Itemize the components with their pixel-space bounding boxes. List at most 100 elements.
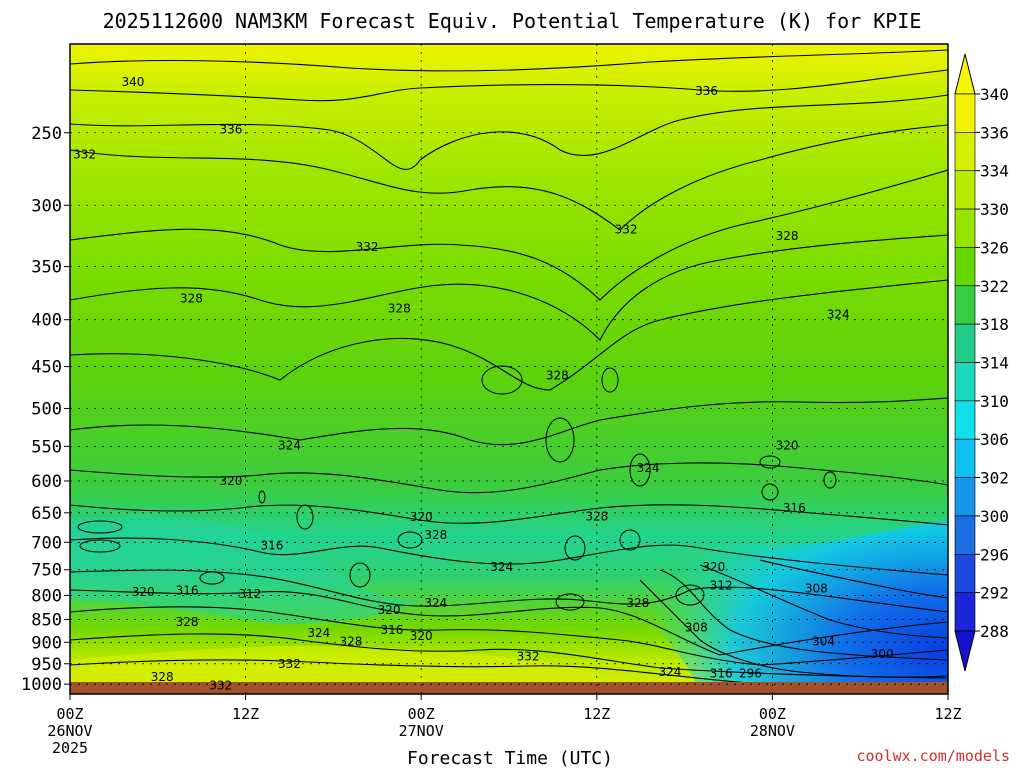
colorbar-segment (954, 323, 976, 363)
contour-labels: 340 336 336 332 332 332 328 328 328 324 328 324 320 3… (73, 75, 893, 692)
contour-eddy (759, 455, 781, 469)
colorbar-segment (954, 438, 976, 478)
contour-line (70, 49, 948, 72)
colorbar-label: 340 (980, 85, 1009, 104)
colorbar-label: 300 (980, 507, 1009, 526)
contour-label: 320 (378, 603, 401, 617)
colorbar-label: 336 (980, 123, 1009, 142)
colorbar-label: 330 (980, 200, 1009, 219)
y-tick-label: 750 (31, 561, 62, 581)
colorbar-label: 296 (980, 545, 1009, 564)
contour-eddy (823, 471, 837, 489)
midlevel-moist-region (70, 515, 420, 624)
contour-eddy (79, 539, 121, 553)
contour-label: 324 (307, 626, 330, 640)
y-tick-label: 550 (31, 437, 62, 457)
contour-label: 316 (783, 501, 806, 515)
contour-label: 308 (685, 620, 708, 634)
y-tick-label: 700 (31, 533, 62, 553)
contour-eddy (619, 529, 641, 551)
contour-line (699, 564, 948, 639)
contour-label: 320 (132, 585, 155, 599)
x-tick-label: 12Z (934, 705, 961, 723)
y-tick-label: 300 (31, 196, 62, 216)
contour-label: 328 (180, 291, 203, 305)
credit-text: coolwx.com/models (856, 747, 1010, 765)
contour-label: 332 (209, 678, 232, 692)
contour-label: 328 (151, 670, 174, 684)
contour-line (759, 559, 948, 599)
x-tick-date-label: 28NOV (750, 722, 795, 740)
colorbar-bottom-arrow (954, 630, 976, 672)
contour-label: 336 (220, 123, 243, 137)
colorbar-segment (954, 93, 976, 133)
contour-eddy (258, 490, 266, 504)
x-tick-label: 00Z (759, 705, 786, 723)
contour-eddy (555, 593, 585, 611)
contour-eddy (349, 562, 371, 588)
lowlevel-warm-region (70, 645, 600, 694)
contour-line (70, 569, 948, 613)
contour-label: 328 (424, 528, 447, 542)
x-tick-label: 12Z (232, 705, 259, 723)
y-tick-label: 250 (31, 124, 62, 144)
y-tick-label: 900 (31, 633, 62, 653)
contour-label: 308 (805, 581, 828, 595)
contour-line (70, 397, 948, 446)
colorbar-label: 314 (980, 354, 1009, 373)
contour-eddy (675, 584, 705, 606)
plot-frame (69, 43, 949, 695)
colorbar-segment (954, 132, 976, 172)
y-tick-label: 450 (31, 358, 62, 378)
contour-line (70, 279, 948, 391)
contour-label: 312 (710, 578, 733, 592)
contour-label: 312 (239, 587, 262, 601)
colorbar-segment (954, 400, 976, 440)
contour-label: 332 (615, 223, 638, 237)
x-tick-label: 00Z (408, 705, 435, 723)
colorbar-segment (954, 362, 976, 402)
contour-line (659, 569, 948, 661)
contour-line (70, 124, 948, 231)
contour-eddy (545, 417, 575, 463)
contour-label: 328 (176, 615, 199, 629)
contour-label: 332 (73, 147, 96, 161)
x-axis-label: Forecast Time (UTC) (407, 748, 613, 768)
contour-eddy (199, 571, 225, 585)
colorbar-segment (954, 285, 976, 325)
contour-label: 324 (827, 308, 850, 322)
y-tick-label: 400 (31, 311, 62, 331)
y-tick-label: 600 (31, 472, 62, 492)
plot-area: 340 336 336 332 332 332 328 328 328 324 328 324 320 3… (70, 44, 948, 694)
contour-label: 324 (637, 461, 660, 475)
x-tick-label: 12Z (583, 705, 610, 723)
contour-label: 320 (410, 629, 433, 643)
contour-label: 328 (585, 509, 608, 523)
contour-label: 332 (356, 240, 379, 254)
y-tick-label: 950 (31, 655, 62, 675)
contour-label: 304 (812, 634, 835, 648)
x-tick-year-label: 2025 (52, 739, 88, 757)
contour-eddy (397, 531, 423, 549)
colorbar-segment (954, 477, 976, 517)
contour-line (70, 606, 948, 666)
contour-label: 328 (546, 368, 569, 382)
contour-line (70, 94, 948, 170)
contour-line (70, 69, 948, 102)
colorbar-label: 292 (980, 584, 1009, 603)
contour-label: 324 (424, 596, 447, 610)
chart-title: 2025112600 NAM3KM Forecast Equiv. Potent… (103, 9, 922, 33)
contour-label: 328 (626, 596, 649, 610)
x-tick-label: 00Z (56, 705, 83, 723)
contour-label: 296 (739, 666, 762, 680)
colorbar-top-arrow (954, 53, 976, 95)
colorbar-segment (954, 247, 976, 287)
contour-eddy (481, 365, 523, 395)
contour-label: 328 (776, 229, 799, 243)
x-tick-date-label: 26NOV (47, 722, 92, 740)
contour-eddy (564, 535, 586, 561)
contour-lines (70, 49, 948, 691)
y-tick-label: 850 (31, 611, 62, 631)
y-tick-label: 800 (31, 586, 62, 606)
